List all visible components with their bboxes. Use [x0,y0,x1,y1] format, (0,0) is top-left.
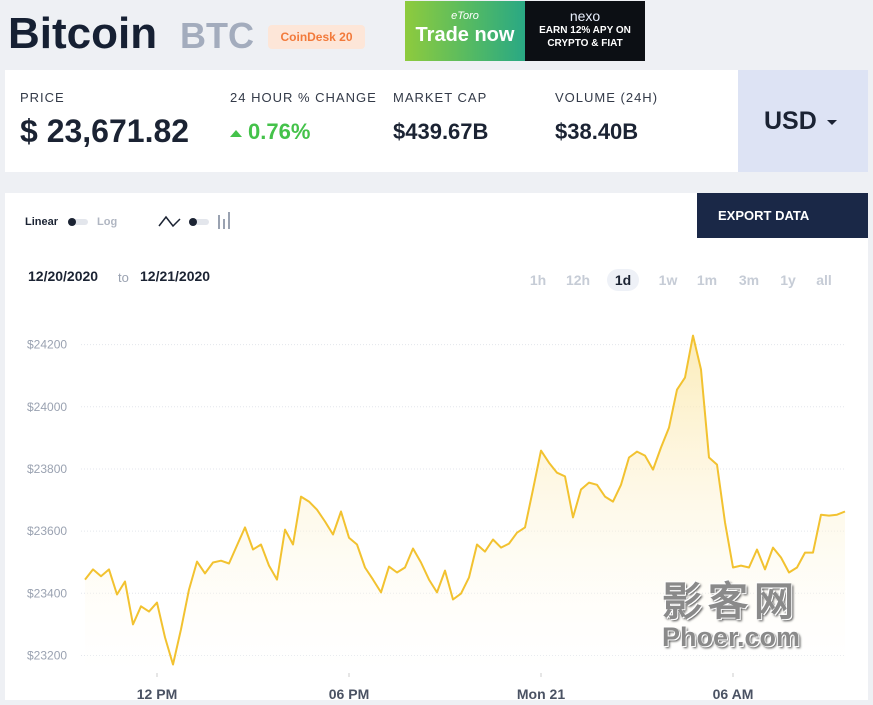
date-to-word: to [118,270,129,285]
stats-panel: PRICE $ 23,671.82 24 HOUR % CHANGE 0.76% M… [5,70,738,172]
stat: 24 HOUR % CHANGE 0.76% [230,90,377,145]
range-button[interactable]: 1w [658,272,678,288]
y-tick-label: $23200 [27,648,67,662]
range-button[interactable]: 1h [529,272,547,288]
stat: MARKET CAP $439.67B [393,90,488,145]
watermark-text: 影客网 [662,580,800,624]
coin-symbol: BTC [180,15,254,56]
toggle[interactable] [189,218,209,226]
y-tick-label: $23600 [27,524,67,538]
date-from[interactable]: 12/20/2020 [28,268,99,284]
stat-value: $ 23,671.82 [20,113,190,149]
index-badge[interactable]: CoinDesk 20 [268,25,365,49]
stat: PRICE $ 23,671.82 [20,90,189,150]
watermark-text: Phoer.com [662,622,801,652]
stat-label: MARKET CAP [393,90,488,105]
range-button[interactable]: 1m [696,272,718,288]
stat-value: $38.40B [555,119,639,144]
ad-etoro[interactable]: eToro Trade now [405,1,525,61]
range-button[interactable]: 3m [738,272,760,288]
range-button[interactable]: all [816,272,832,288]
ad-text: EARN 12% APY ON [539,25,631,36]
scale-log[interactable]: Log [97,216,118,228]
toggle[interactable] [68,218,88,226]
range-button[interactable]: 1d [607,269,639,291]
watermark: 影客网 Phoer.com [662,582,800,651]
range-button[interactable]: 12h [565,272,591,288]
y-tick-label: $23800 [27,462,67,476]
ad-nexo[interactable]: nexo EARN 12% APY ON CRYPTO & FIAT [525,1,645,61]
y-tick-label: $24000 [27,400,67,414]
y-tick-label: $23400 [27,586,67,600]
coin-title: Bitcoin [8,9,158,58]
currency-select[interactable]: USD [738,70,868,172]
export-button[interactable]: EXPORT DATA [697,193,868,238]
chart: $23200 $23400 $23600 $23800 $24000 $24200 12 P… [27,205,848,700]
price-line [84,334,846,666]
stat-value: $439.67B [393,119,489,144]
stat-label: VOLUME (24H) [555,90,659,105]
range-button[interactable]: 1y [780,272,796,288]
chart-panel: $23200 $23400 $23600 $23800 $24000 $24200 12 P… [5,193,868,700]
x-tick-label: 12 PM [137,686,177,700]
x-tick-label: Mon 21 [517,686,565,700]
x-tick-label: 06 PM [329,686,369,700]
stat: VOLUME (24H) $38.40B [555,90,658,145]
bar-icon[interactable] [218,212,230,229]
date-to[interactable]: 12/21/2020 [140,268,211,284]
stat-label: 24 HOUR % CHANGE [230,90,377,105]
scale-linear[interactable]: Linear [25,216,59,228]
x-tick-label: 06 AM [713,686,754,700]
stat-label: PRICE [20,90,65,105]
ad-text: CRYPTO & FIAT [547,38,623,49]
stat-value: 0.76% [230,119,377,145]
area [85,335,845,671]
ad-brand: eToro [451,10,479,22]
y-tick-label: $24200 [27,338,67,352]
ad-cta: Trade now [415,24,515,46]
line-icon[interactable] [158,215,181,228]
ad-brand: nexo [569,8,601,24]
